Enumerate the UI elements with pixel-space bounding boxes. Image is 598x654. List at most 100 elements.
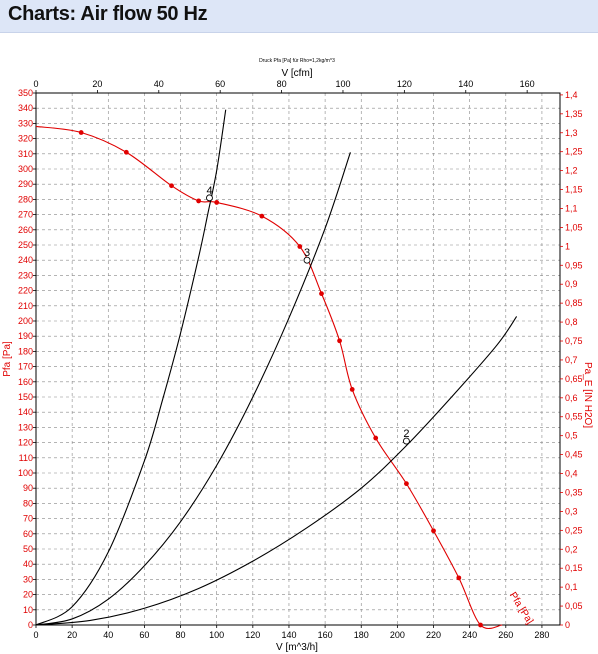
- x-tick-label: 60: [139, 630, 149, 640]
- y-tick-label: 350: [18, 88, 33, 98]
- y2-tick-label: 0,65: [565, 374, 583, 384]
- x-tick-label: 200: [390, 630, 405, 640]
- y2-tick-label: 0,1: [565, 582, 578, 592]
- series-point: [431, 528, 436, 533]
- y-tick-label: 40: [23, 559, 33, 569]
- series-point: [404, 481, 409, 486]
- y-tick-label: 230: [18, 270, 33, 280]
- y2-tick-label: 0,8: [565, 317, 578, 327]
- x2-tick-label: 120: [397, 79, 412, 89]
- series-point: [297, 244, 302, 249]
- y-tick-label: 130: [18, 422, 33, 432]
- y2-tick-label: 1,4: [565, 90, 578, 100]
- series-label: Pfa [Pa]: [507, 590, 535, 626]
- x-tick-label: 20: [67, 630, 77, 640]
- x-tick-label: 0: [33, 630, 38, 640]
- y2-tick-label: 0,7: [565, 355, 578, 365]
- y-tick-label: 340: [18, 103, 33, 113]
- y2-tick-label: 0,3: [565, 506, 578, 516]
- chart-curves: Pfa [Pa] 2 3 4: [36, 110, 535, 629]
- series-point: [259, 214, 264, 219]
- y-tick-label: 60: [23, 529, 33, 539]
- chart-ticks: 0102030405060708090100110120130140150160…: [18, 79, 583, 640]
- x-tick-label: 220: [426, 630, 441, 640]
- y-tick-label: 260: [18, 225, 33, 235]
- air-flow-chart: Pfa [Pa]234 0102030405060708090100110120…: [0, 40, 598, 654]
- y2-tick-label: 0,2: [565, 544, 578, 554]
- y-tick-label: 150: [18, 392, 33, 402]
- y2-tick-label: 0,25: [565, 525, 583, 535]
- x-tick-label: 80: [176, 630, 186, 640]
- y2-axis-label: Pa_E [IN H2O]: [582, 362, 593, 428]
- y2-tick-label: 0,5: [565, 431, 578, 441]
- y2-tick-label: 1,2: [565, 166, 578, 176]
- y2-tick-label: 0,9: [565, 279, 578, 289]
- y2-tick-label: 0,55: [565, 412, 583, 422]
- y-tick-label: 70: [23, 514, 33, 524]
- y2-tick-label: 1,35: [565, 109, 583, 119]
- y-tick-label: 110: [19, 453, 33, 463]
- y2-tick-label: 1: [565, 241, 570, 251]
- y2-tick-label: 0,45: [565, 450, 583, 460]
- series-point: [478, 623, 483, 628]
- series-point: [169, 183, 174, 188]
- y-tick-label: 30: [23, 574, 33, 584]
- y-tick-label: 210: [18, 301, 33, 311]
- operating-point-label: 4: [206, 185, 212, 197]
- y-tick-label: 80: [23, 498, 33, 508]
- series-line: [36, 152, 350, 625]
- y-tick-label: 90: [23, 483, 33, 493]
- y2-tick-label: 1,3: [565, 128, 578, 138]
- y-tick-label: 220: [18, 286, 33, 296]
- y-tick-label: 320: [18, 134, 33, 144]
- y-tick-label: 120: [18, 438, 33, 448]
- y2-tick-label: 0,95: [565, 260, 583, 270]
- x2-tick-label: 100: [335, 79, 350, 89]
- y-tick-label: 180: [18, 346, 33, 356]
- page-title: Charts: Air flow 50 Hz: [8, 3, 207, 26]
- series-point: [456, 575, 461, 580]
- y2-tick-label: 0,4: [565, 469, 578, 479]
- series-point: [350, 387, 355, 392]
- series-point: [337, 338, 342, 343]
- x2-tick-label: 160: [520, 79, 535, 89]
- x2-tick-label: 60: [215, 79, 225, 89]
- y-tick-label: 290: [18, 179, 33, 189]
- y2-tick-label: 0,05: [565, 601, 583, 611]
- series-point: [214, 200, 219, 205]
- y-tick-label: 20: [23, 590, 33, 600]
- series-line: [36, 316, 517, 625]
- y-tick-label: 0: [28, 620, 33, 630]
- chart-grid: [36, 93, 560, 625]
- x-tick-label: 40: [103, 630, 113, 640]
- x-tick-label: 280: [534, 630, 549, 640]
- operating-point-label: 2: [403, 428, 409, 440]
- y-tick-label: 330: [18, 118, 33, 128]
- x-tick-label: 140: [281, 630, 296, 640]
- x-tick-label: 260: [498, 630, 513, 640]
- y-tick-label: 190: [18, 331, 33, 341]
- y2-tick-label: 0,75: [565, 336, 583, 346]
- y2-tick-label: 0,85: [565, 298, 583, 308]
- y2-tick-label: 0: [565, 620, 570, 630]
- series-line: [36, 126, 502, 628]
- series-point: [319, 291, 324, 296]
- plot-frame: [36, 93, 560, 625]
- y-tick-label: 140: [18, 407, 33, 417]
- page-header: Charts: Air flow 50 Hz: [0, 0, 598, 33]
- y-tick-label: 240: [18, 255, 33, 265]
- y-tick-label: 170: [18, 362, 33, 372]
- x2-tick-label: 0: [33, 79, 38, 89]
- x-tick-label: 160: [318, 630, 333, 640]
- y2-tick-label: 1,05: [565, 222, 583, 232]
- y2-tick-label: 0,6: [565, 393, 578, 403]
- x2-tick-label: 20: [92, 79, 102, 89]
- x2-tick-label: 40: [154, 79, 164, 89]
- x-axis-label: V [m^3/h]: [276, 642, 318, 653]
- y2-tick-label: 0,35: [565, 487, 583, 497]
- x-tick-label: 180: [354, 630, 369, 640]
- y-tick-label: 310: [18, 149, 33, 159]
- chart-title: Druck Pfa [Pa] für Rho=1,2kg/m^3: [259, 58, 335, 64]
- y-tick-label: 250: [18, 240, 33, 250]
- y-tick-label: 50: [23, 544, 33, 554]
